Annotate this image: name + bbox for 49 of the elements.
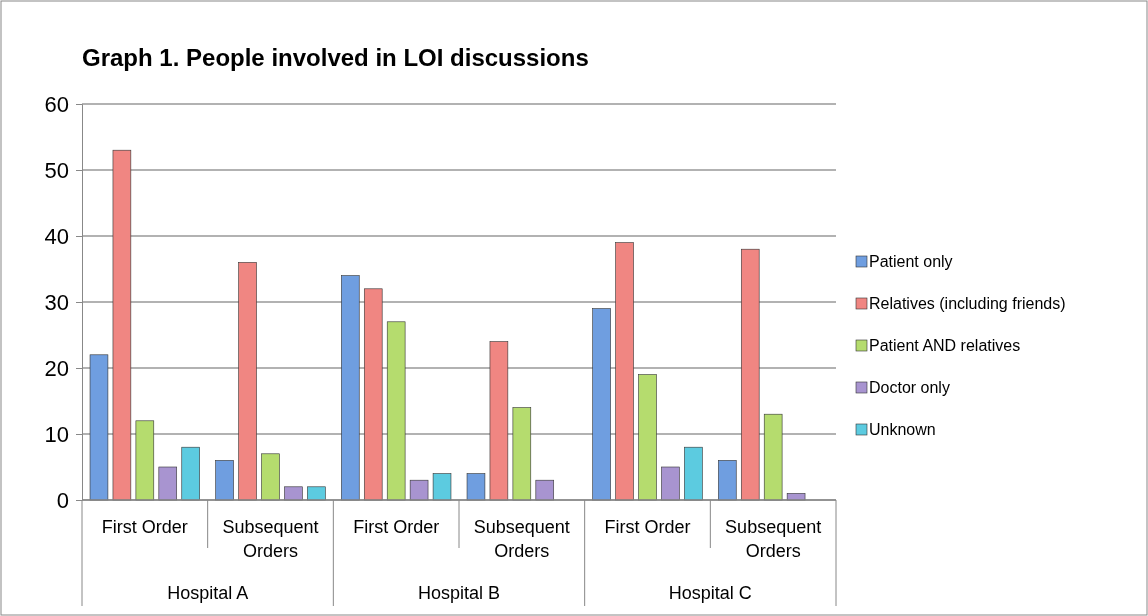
text: Hospital A (167, 583, 249, 603)
bar (307, 486, 326, 501)
bar (284, 486, 303, 501)
chart-title: Graph 1. People involved in LOI discussions (82, 44, 589, 71)
y-tick-label: 40 (44, 223, 69, 249)
x-tick-label: First Order (604, 517, 691, 537)
bar (215, 460, 234, 501)
bar (158, 466, 178, 501)
x-tick-label: Subsequent Orders (725, 517, 822, 561)
y-tick-label: 30 (44, 289, 69, 315)
legend-label: Patient only (869, 253, 953, 270)
y-tick-label: 20 (44, 355, 69, 381)
bar (432, 473, 452, 501)
legend-label: Unknown (869, 421, 936, 438)
bar (386, 321, 406, 501)
bar (112, 149, 132, 501)
y-tick-label: 10 (44, 421, 69, 447)
bar (535, 479, 555, 501)
bar (512, 407, 532, 501)
y-tick-label: 60 (44, 91, 69, 117)
text: Hospital C (668, 583, 752, 603)
bar (638, 374, 657, 501)
bar (740, 248, 760, 501)
bar (615, 242, 634, 501)
x-tick-label: First Order (101, 517, 188, 537)
legend-label: Patient AND relatives (869, 337, 1021, 354)
y-tick-label: 50 (44, 157, 69, 183)
bar (718, 460, 737, 501)
bar (135, 420, 155, 501)
bar (489, 341, 509, 501)
bar (409, 479, 429, 501)
text: Hospital B (417, 583, 501, 603)
bar (592, 308, 611, 501)
bar (466, 473, 486, 501)
bar (261, 453, 280, 501)
bar (341, 275, 360, 501)
bar (763, 413, 783, 501)
legend-label: Doctor only (869, 379, 950, 396)
bar (238, 262, 257, 501)
bar (89, 354, 109, 501)
x-tick-label: Subsequent Orders (222, 517, 319, 561)
x-tick-label: Subsequent Orders (473, 517, 570, 561)
legend-label: Relatives (including friends) (869, 295, 1066, 312)
bar (684, 446, 703, 501)
bar (661, 466, 680, 501)
x-tick-label: First Order (353, 517, 440, 537)
bar (363, 288, 383, 501)
bar (181, 446, 200, 501)
y-tick-label: 0 (56, 487, 69, 513)
